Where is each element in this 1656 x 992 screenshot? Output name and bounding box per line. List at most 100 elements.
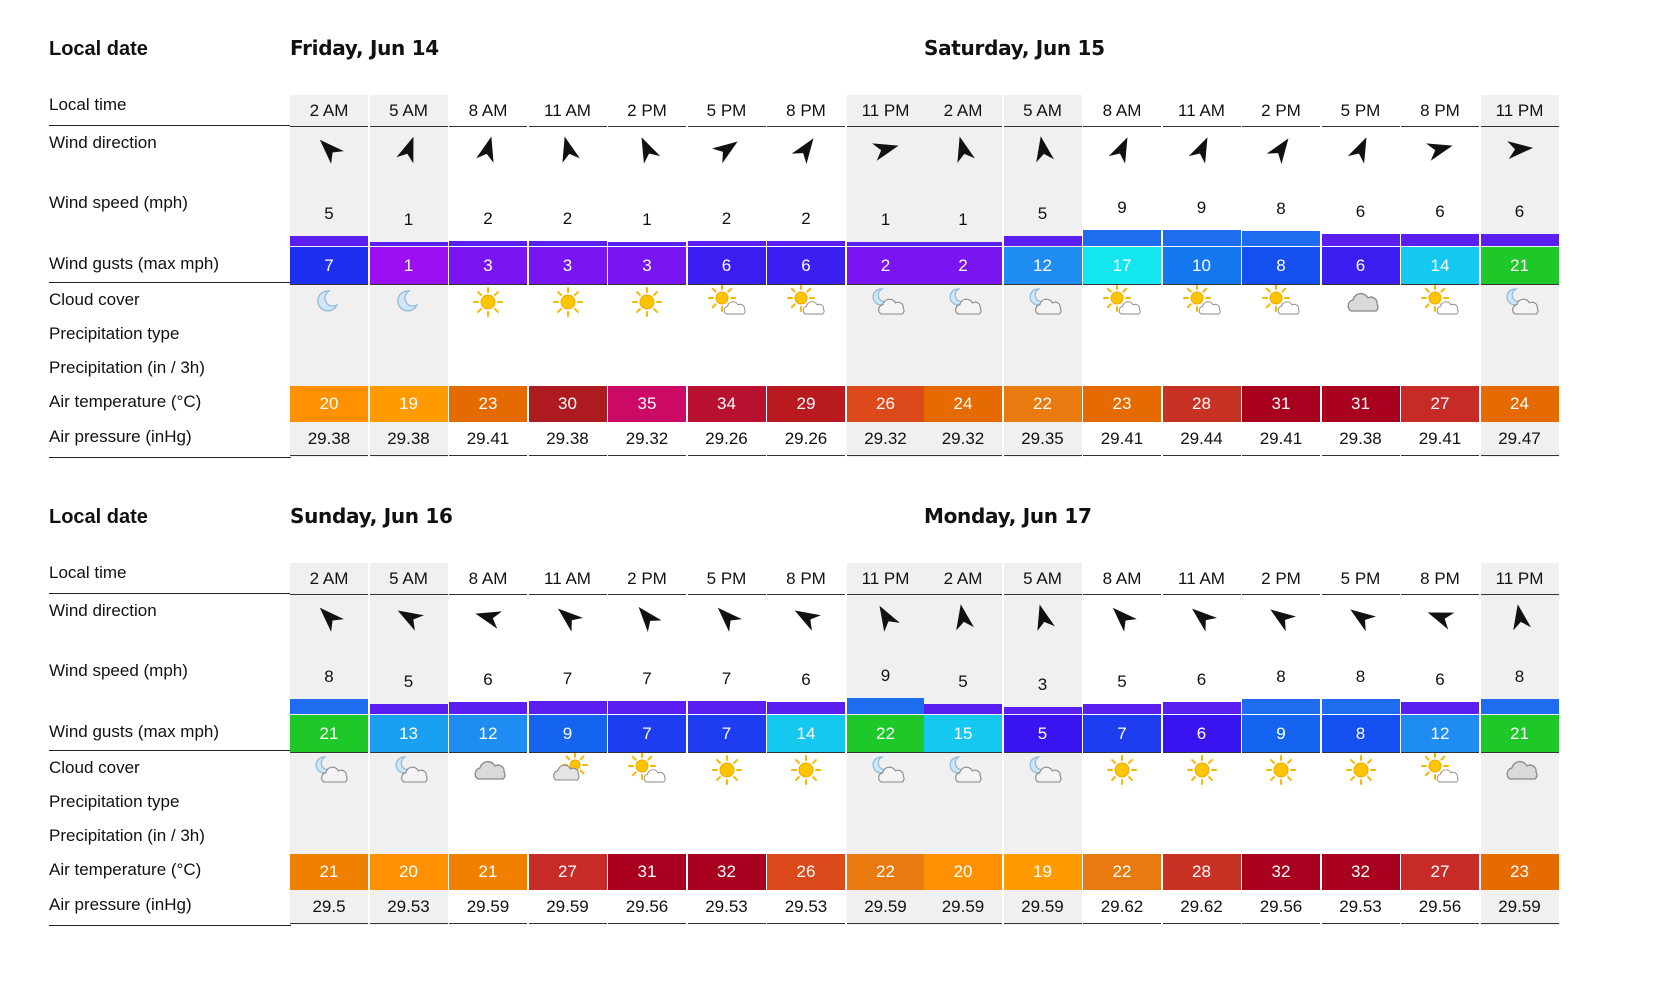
air-pressure-value: 29.62 xyxy=(1100,897,1144,916)
column-divider xyxy=(369,923,448,924)
time-column: 5 AM 1 1 19 29.38 xyxy=(369,95,448,457)
wind-direction-arrow-icon xyxy=(1345,601,1377,633)
column-divider xyxy=(1242,594,1320,595)
time-column: 5 AM 5 13 20 29.53 xyxy=(369,563,448,925)
wind-direction-arrow-icon xyxy=(393,133,425,165)
wind-speed-bar xyxy=(290,236,368,246)
column-divider xyxy=(1480,594,1559,595)
wind-direction-arrow-icon xyxy=(313,133,345,165)
column-divider xyxy=(767,284,845,285)
column-divider xyxy=(924,455,1002,456)
column-divider xyxy=(449,455,527,456)
local-time: 2 AM xyxy=(943,569,983,588)
time-column: 11 AM 2 3 30 29.38 xyxy=(528,95,607,457)
wind-speed-value: 9 xyxy=(880,665,891,685)
air-pressure-value: 29.38 xyxy=(546,429,589,448)
wind-direction-arrow-icon xyxy=(790,601,822,633)
wind-direction-arrow-icon xyxy=(870,133,902,165)
wind-speed-value: 5 xyxy=(403,672,414,691)
air-pressure-value: 29.59 xyxy=(466,897,510,916)
moon-icon xyxy=(389,285,429,319)
wind-speed-bar xyxy=(369,242,448,246)
row-divider xyxy=(49,925,291,926)
column-divider xyxy=(1480,455,1559,456)
forecast-block: Local date Local time Wind direction Wind s… xyxy=(0,468,1656,948)
local-time: 2 AM xyxy=(943,101,983,120)
row-labels: Local date Local time Wind direction Wind s… xyxy=(49,468,291,948)
local-time: 8 AM xyxy=(1102,569,1142,588)
wind-direction-arrow-icon xyxy=(1027,601,1059,633)
wind-direction-arrow-icon xyxy=(947,133,979,165)
wind-gust-cell: 5 xyxy=(1003,715,1082,752)
local-time: 5 AM xyxy=(1023,569,1062,588)
label-precipitation-amount: Precipitation (in / 3h) xyxy=(49,826,205,845)
local-time: 5 PM xyxy=(706,101,747,120)
air-pressure-value: 29.56 xyxy=(1418,897,1462,916)
wind-speed-value: 9 xyxy=(1196,197,1207,217)
wind-direction-arrow-icon xyxy=(1265,601,1297,633)
column-divider xyxy=(1162,455,1241,456)
column-divider xyxy=(608,455,686,456)
column-divider xyxy=(1003,752,1082,753)
label-air-pressure: Air pressure (inHg) xyxy=(49,895,192,914)
sun-icon xyxy=(1182,753,1222,787)
sun-icon xyxy=(1102,753,1142,787)
wind-direction-arrow-icon xyxy=(1424,133,1456,165)
column-divider xyxy=(767,126,845,127)
label-local-date: Local date xyxy=(49,506,148,528)
column-divider xyxy=(1401,284,1479,285)
moon-cloud-icon xyxy=(943,753,983,787)
label-precipitation-amount: Precipitation (in / 3h) xyxy=(49,358,205,377)
wind-speed-value: 8 xyxy=(1514,667,1525,687)
air-pressure-value: 29.41 xyxy=(1418,429,1462,448)
air-temperature-cell: 20 xyxy=(290,386,368,422)
air-temperature-cell: 21 xyxy=(290,854,368,890)
time-column: 2 PM 8 9 32 29.56 xyxy=(1242,563,1320,925)
column-divider xyxy=(1401,594,1479,595)
column-divider xyxy=(924,752,1002,753)
column-divider xyxy=(528,594,607,595)
day-forecast: Monday, Jun 17 2 AM 5 15 20 29.59 5 AM 3 5 19 29.5… xyxy=(924,468,1591,948)
air-pressure-value: 29.5 xyxy=(312,897,346,916)
air-pressure-value: 29.32 xyxy=(941,429,985,448)
local-time: 5 AM xyxy=(389,569,428,588)
wind-speed-bar xyxy=(1083,229,1161,246)
wind-direction-arrow-icon xyxy=(790,133,822,165)
air-temperature-cell: 22 xyxy=(1003,386,1082,422)
column-divider xyxy=(369,284,448,285)
label-wind-direction: Wind direction xyxy=(49,601,157,620)
wind-speed-bar xyxy=(449,240,527,246)
local-time: 2 PM xyxy=(1261,569,1301,588)
label-local-date: Local date xyxy=(49,38,148,60)
wind-speed-bar xyxy=(924,704,1002,714)
column-divider xyxy=(1401,126,1479,127)
column-divider xyxy=(1242,923,1320,924)
wind-speed-value: 7 xyxy=(721,668,732,688)
wind-speed-bar xyxy=(1321,699,1400,714)
wind-direction-arrow-icon xyxy=(472,133,504,165)
local-time: 8 AM xyxy=(468,569,508,588)
label-wind-gusts: Wind gusts (max mph) xyxy=(49,722,220,741)
column-divider xyxy=(767,455,845,456)
time-column: 8 PM 6 12 27 29.56 xyxy=(1401,563,1479,925)
sun-cloud-icon xyxy=(707,284,747,319)
wind-speed-value: 8 xyxy=(1355,667,1366,687)
label-air-temperature: Air temperature (°C) xyxy=(49,392,202,411)
wind-speed-value: 5 xyxy=(1037,204,1048,223)
time-column: 2 AM 1 2 24 29.32 xyxy=(924,95,1002,457)
day-title: Sunday, Jun 16 xyxy=(290,504,453,528)
moon-icon xyxy=(309,285,349,319)
air-pressure-value: 29.53 xyxy=(1339,897,1382,916)
air-pressure-value: 29.32 xyxy=(625,429,669,448)
column-divider xyxy=(767,594,845,595)
column-divider xyxy=(687,594,766,595)
air-pressure-value: 29.62 xyxy=(1180,897,1223,916)
air-temperature-cell: 22 xyxy=(1083,854,1161,890)
air-temperature-cell: 19 xyxy=(1003,854,1082,890)
wind-speed-bar xyxy=(1401,702,1479,714)
cloud-icon xyxy=(468,753,508,787)
air-pressure-value: 29.35 xyxy=(1021,429,1064,448)
label-air-pressure: Air pressure (inHg) xyxy=(49,427,192,446)
time-column: 2 AM 5 15 20 29.59 xyxy=(924,563,1002,925)
wind-speed-bar xyxy=(608,700,686,714)
